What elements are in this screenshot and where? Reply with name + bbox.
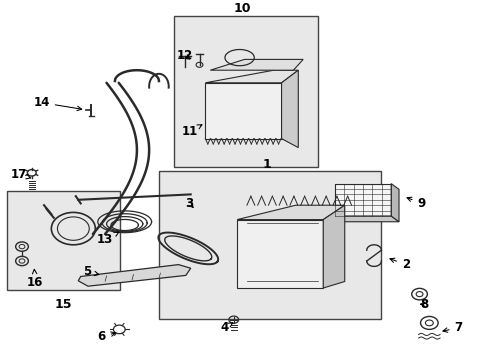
Bar (159, 171, 381, 319)
Bar (205, 83, 281, 139)
Text: 5: 5 (83, 265, 99, 278)
Bar (173, 16, 317, 167)
Polygon shape (334, 216, 398, 222)
Text: 15: 15 (55, 298, 72, 311)
Text: 16: 16 (27, 269, 43, 289)
Text: 10: 10 (233, 3, 250, 15)
Bar (7, 191, 120, 290)
Text: 14: 14 (33, 96, 81, 111)
Text: 4: 4 (221, 321, 232, 334)
Polygon shape (78, 265, 190, 286)
Text: 8: 8 (420, 298, 427, 311)
Polygon shape (237, 205, 344, 220)
Text: 9: 9 (406, 197, 425, 210)
Polygon shape (390, 184, 398, 222)
Text: 6: 6 (98, 330, 115, 343)
Text: 3: 3 (185, 197, 193, 210)
Text: 2: 2 (389, 258, 409, 271)
Polygon shape (205, 70, 298, 83)
Text: 1: 1 (262, 158, 270, 171)
Bar (237, 220, 323, 288)
Text: 11: 11 (181, 125, 202, 138)
Polygon shape (281, 70, 298, 148)
Text: 13: 13 (97, 232, 119, 246)
Text: 17: 17 (10, 168, 31, 181)
Text: 7: 7 (442, 321, 462, 334)
Polygon shape (323, 205, 344, 288)
Bar (334, 184, 390, 216)
Text: 12: 12 (176, 49, 193, 62)
Polygon shape (210, 59, 303, 70)
